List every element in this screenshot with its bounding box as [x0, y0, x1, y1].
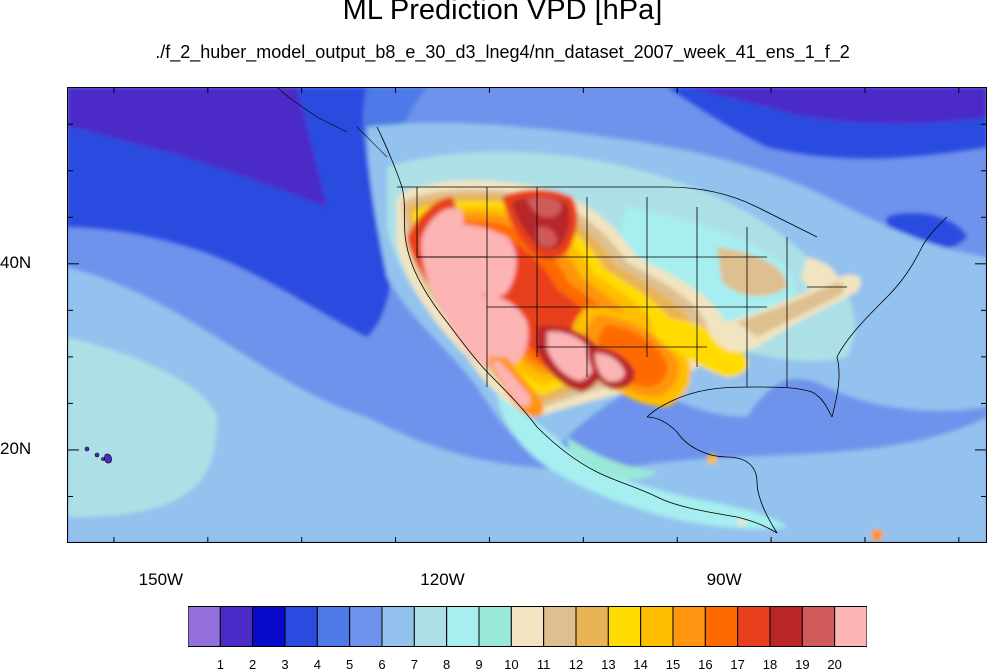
colorbar-swatch: [252, 606, 286, 647]
colorbar-swatch: [801, 606, 836, 647]
colorbar: [187, 606, 868, 647]
colorbar-swatch: [381, 606, 415, 647]
colorbar-swatch: [607, 606, 642, 647]
colorbar-label: 12: [568, 657, 584, 672]
lat-tick-label: 20N: [0, 438, 32, 458]
colorbar-swatch: [575, 606, 609, 647]
colorbar-swatch: [737, 606, 771, 647]
colorbar-label: 16: [698, 657, 713, 672]
colorbar-label: 15: [665, 657, 681, 672]
colorbar-label: 10: [504, 657, 519, 672]
colorbar-swatch: [349, 606, 383, 647]
colorbar-swatch: [187, 606, 221, 647]
colorbar-label: 7: [410, 657, 418, 672]
colorbar-swatch: [316, 606, 351, 647]
coastline-borders: [376, 126, 948, 534]
colorbar-swatch: [543, 606, 577, 647]
lon-tick-label: 150W: [138, 570, 184, 589]
colorbar-swatch: [413, 606, 448, 647]
colorbar-label: 13: [601, 657, 616, 672]
colorbar-label: 2: [249, 657, 257, 672]
colorbar-swatch: [704, 606, 739, 647]
colorbar-label: 19: [795, 657, 810, 672]
vpd-map: [67, 87, 987, 543]
colorbar-label: 1: [216, 657, 224, 672]
alaska-coast: [276, 87, 388, 158]
vpd-field: [67, 87, 987, 543]
colorbar-label: 9: [475, 657, 483, 672]
map-ticks: [67, 87, 987, 543]
colorbar-swatch: [672, 606, 706, 647]
colorbar-label: 3: [281, 657, 289, 672]
lat-tick-label: 40N: [0, 252, 32, 272]
colorbar-label: 6: [378, 657, 386, 672]
colorbar-swatch: [640, 606, 674, 647]
colorbar-swatch: [446, 606, 480, 647]
lon-tick-label: 90W: [706, 570, 742, 589]
map-frame: [67, 87, 987, 543]
colorbar-label: 17: [730, 657, 745, 672]
plot-subtitle: ./f_2_huber_model_output_b8_e_30_d3_lneg…: [155, 42, 850, 62]
plot-title: ML Prediction VPD [hPa]: [342, 0, 663, 26]
colorbar-label: 20: [827, 657, 842, 672]
colorbar-label: 11: [536, 657, 551, 672]
colorbar-swatch: [284, 606, 318, 647]
colorbar-label: 18: [762, 657, 778, 672]
colorbar-swatch: [478, 606, 512, 647]
colorbar-label: 4: [313, 657, 321, 672]
colorbar-label: 14: [633, 657, 648, 672]
colorbar-swatch: [510, 606, 545, 647]
lon-tick-label: 120W: [420, 570, 465, 589]
colorbar-swatch: [769, 606, 803, 647]
colorbar-label: 8: [443, 657, 451, 672]
colorbar-swatch: [834, 606, 868, 647]
colorbar-swatch: [219, 606, 254, 647]
hawaii-islands: [84, 446, 112, 464]
colorbar-label: 5: [346, 657, 354, 672]
